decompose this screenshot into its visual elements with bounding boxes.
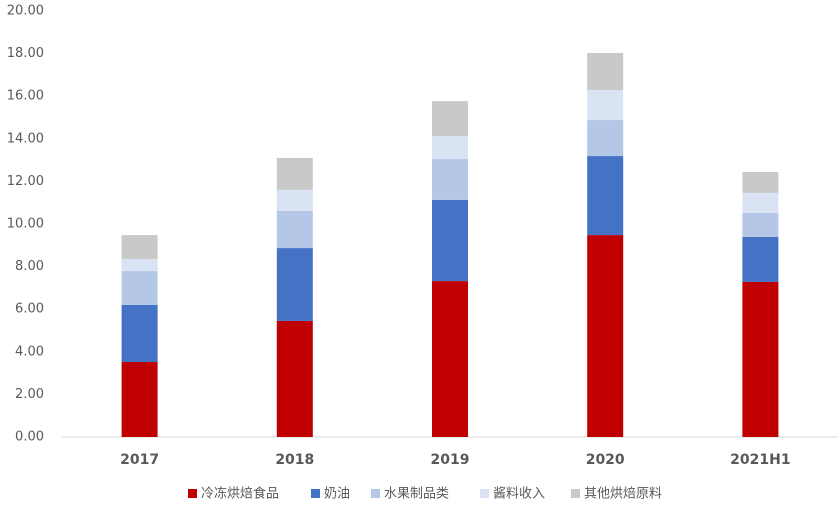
bar-segment bbox=[432, 159, 468, 200]
bar-segment bbox=[121, 304, 158, 363]
legend-swatch bbox=[480, 489, 489, 498]
y-tick-label: 20.00 bbox=[7, 4, 44, 19]
bar-segment bbox=[432, 101, 468, 137]
bar-segment bbox=[121, 271, 158, 305]
y-tick-label: 12.00 bbox=[7, 174, 44, 189]
bar-segment bbox=[587, 156, 624, 236]
legend-label: 奶油 bbox=[324, 487, 350, 502]
bar-segment bbox=[276, 157, 313, 190]
bar-segment bbox=[121, 362, 158, 437]
y-tick-label: 6.00 bbox=[15, 302, 44, 317]
bar-segment bbox=[587, 52, 624, 91]
bar-segment bbox=[121, 258, 158, 272]
bar-segment bbox=[587, 90, 624, 121]
legend-swatch bbox=[371, 489, 380, 498]
bar-segment bbox=[587, 235, 624, 437]
y-tick-label: 0.00 bbox=[15, 430, 44, 445]
y-tick-label: 14.00 bbox=[7, 131, 44, 146]
bar-segment bbox=[742, 172, 779, 193]
x-tick-label: 2019 bbox=[431, 452, 470, 468]
bar-segment bbox=[742, 212, 779, 237]
bar-segment bbox=[432, 199, 468, 282]
bar-segment bbox=[432, 281, 468, 437]
legend-label: 冷冻烘焙食品 bbox=[201, 486, 279, 502]
legend-swatch bbox=[571, 489, 580, 498]
y-tick-label: 2.00 bbox=[15, 387, 44, 402]
bar-segment bbox=[276, 248, 313, 321]
legend-label: 酱料收入 bbox=[493, 487, 545, 502]
y-tick-label: 8.00 bbox=[15, 259, 44, 274]
x-tick-label: 2021H1 bbox=[730, 452, 790, 468]
x-tick-label: 2018 bbox=[275, 452, 314, 468]
legend-swatch bbox=[311, 489, 320, 498]
bar-segment bbox=[276, 189, 313, 212]
bar-segment bbox=[276, 211, 313, 249]
x-tick-label: 2020 bbox=[586, 452, 625, 468]
bar-segment bbox=[587, 120, 624, 157]
bar-segment bbox=[121, 235, 158, 259]
legend-label: 其他烘焙原料 bbox=[584, 487, 662, 502]
y-tick-label: 18.00 bbox=[7, 46, 44, 61]
bar-segment bbox=[742, 281, 779, 437]
bar-segment bbox=[742, 236, 779, 282]
y-tick-label: 16.00 bbox=[7, 89, 44, 104]
legend-label: 水果制品类 bbox=[384, 487, 449, 502]
y-tick-label: 4.00 bbox=[15, 344, 44, 359]
bar-segment bbox=[432, 136, 468, 160]
legend-swatch bbox=[188, 489, 197, 498]
y-tick-label: 10.00 bbox=[7, 217, 44, 232]
bar-segment bbox=[276, 320, 313, 437]
x-tick-label: 2017 bbox=[120, 452, 159, 468]
bar-segment bbox=[742, 192, 779, 213]
